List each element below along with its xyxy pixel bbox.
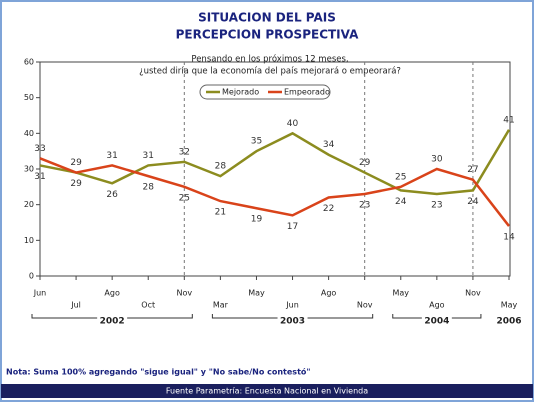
value-label: 33 [34, 144, 45, 154]
value-label: 24 [395, 197, 407, 207]
value-label: 21 [215, 208, 226, 218]
value-label: 28 [215, 162, 227, 172]
value-label: 30 [431, 155, 443, 165]
chart-subtitle: PERCEPCION PROSPECTIVA [176, 28, 360, 42]
y-tick-label: 30 [24, 165, 34, 174]
note: Nota: Suma 100% agregando "sigue igual" … [6, 367, 311, 377]
x-tick-label: Ago [429, 301, 445, 310]
value-label: 14 [503, 233, 515, 243]
value-label: 32 [179, 147, 190, 157]
series-line [39, 157, 510, 227]
x-tick-label: May [248, 289, 265, 298]
value-label: 28 [143, 183, 155, 193]
year-label: 2003 [280, 317, 305, 327]
y-tick-label: 40 [24, 129, 34, 138]
value-label: 29 [359, 158, 371, 168]
x-tick-label: May [392, 289, 409, 298]
legend-label: Empeorado [284, 88, 330, 97]
question: Pensando en los próximos 12 meses, [191, 54, 348, 65]
y-tick-label: 50 [24, 93, 34, 102]
y-tick-label: 0 [29, 272, 34, 281]
chart-title: SITUACION DEL PAIS [198, 11, 336, 25]
x-tick-label: Ago [104, 289, 120, 298]
x-tick-label: Oct [141, 301, 155, 310]
y-tick-label: 10 [24, 236, 34, 245]
x-tick-label: May [501, 301, 518, 310]
y-tick-label: 60 [24, 58, 34, 67]
series-line [39, 129, 511, 196]
x-tick-label: Ago [321, 289, 337, 298]
value-label: 34 [323, 140, 335, 150]
value-label: 35 [251, 137, 262, 147]
value-label: 23 [431, 200, 442, 210]
source: Fuente Parametría: Encuesta Nacional en … [166, 387, 368, 396]
value-label: 31 [34, 172, 45, 182]
x-tick-label: Mar [213, 301, 229, 310]
x-tick-label: Jun [33, 289, 47, 298]
value-label: 29 [70, 158, 82, 168]
x-tick-label: Nov [465, 289, 481, 298]
value-label: 31 [143, 151, 154, 161]
value-label: 23 [359, 200, 370, 210]
x-tick-label: Jun [285, 301, 299, 310]
year-label: 2006 [496, 317, 521, 327]
value-label: 25 [179, 193, 190, 203]
year-bracket [211, 314, 374, 319]
y-tick-label: 20 [24, 200, 34, 209]
value-label: 17 [287, 222, 298, 232]
x-tick-label: Jul [70, 301, 81, 310]
year-bracket [392, 314, 482, 319]
value-label: 29 [70, 179, 82, 189]
x-tick-label: Nov [176, 289, 192, 298]
value-label: 25 [395, 172, 406, 182]
value-label: 19 [251, 215, 263, 225]
year-label: 2004 [424, 317, 449, 327]
year-bracket [31, 314, 193, 319]
value-label: 22 [323, 204, 334, 214]
value-label: 31 [106, 151, 117, 161]
year-label: 2002 [100, 317, 125, 327]
source-bar [1, 384, 533, 398]
value-label: 27 [467, 165, 478, 175]
value-label: 40 [287, 119, 299, 129]
legend-label: Mejorado [222, 88, 259, 97]
x-tick-label: Nov [357, 301, 373, 310]
value-label: 26 [106, 190, 118, 200]
value-label: 24 [467, 197, 479, 207]
value-label: 41 [503, 115, 514, 125]
legend-box [199, 84, 331, 100]
question: ¿usted diría que la economía del país me… [139, 67, 401, 77]
